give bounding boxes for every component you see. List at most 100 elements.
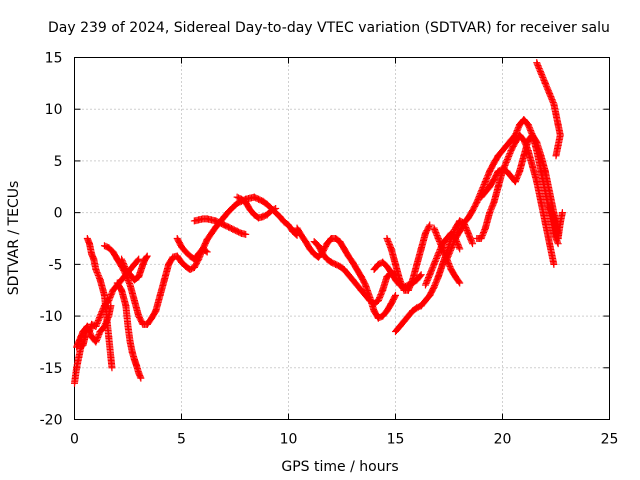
data-point <box>431 226 439 234</box>
data-point <box>455 278 463 286</box>
data-point <box>124 275 132 283</box>
data-point <box>443 254 451 262</box>
data-point <box>446 248 454 256</box>
data-point <box>537 69 545 77</box>
data-point <box>543 84 551 92</box>
data-point <box>143 252 151 260</box>
data-point <box>514 125 522 133</box>
data-point <box>108 364 116 372</box>
data-point <box>94 318 102 326</box>
data-point <box>456 245 464 253</box>
data-point <box>92 338 100 346</box>
x-tick-label: 25 <box>601 432 619 448</box>
data-point <box>95 315 103 323</box>
data-point <box>125 278 133 286</box>
data-point <box>404 286 412 294</box>
data-point <box>465 231 473 239</box>
ticks <box>74 57 610 420</box>
data-point <box>480 182 488 190</box>
data-point <box>431 282 439 290</box>
data-point <box>94 333 102 341</box>
data-point <box>374 297 382 305</box>
data-point <box>445 251 453 259</box>
data-point <box>549 211 557 219</box>
data-point <box>427 268 435 276</box>
data-point <box>536 68 544 76</box>
data-point <box>108 289 116 297</box>
data-point <box>448 243 456 251</box>
data-point <box>456 279 464 287</box>
data-points <box>71 59 566 387</box>
data-point <box>445 261 453 269</box>
data-point <box>405 285 413 293</box>
data-point <box>480 227 488 235</box>
data-point <box>432 229 440 237</box>
y-tick-labels: -20 -15 -10 -5 0 5 10 15 <box>40 51 63 429</box>
data-point <box>473 197 481 205</box>
data-point <box>430 283 438 291</box>
data-point <box>435 236 443 244</box>
data-point <box>431 227 439 235</box>
data-series <box>233 193 280 222</box>
y-tick-label: -20 <box>40 413 63 429</box>
data-point <box>535 63 543 71</box>
data-point <box>86 328 94 336</box>
data-point <box>548 209 556 217</box>
x-tick-labels: 0 5 10 15 20 25 <box>70 432 618 448</box>
data-point <box>484 170 492 178</box>
data-point <box>376 294 384 302</box>
data-point <box>436 237 444 245</box>
data-point <box>120 261 128 269</box>
data-point <box>376 292 384 300</box>
x-tick-label: 0 <box>70 432 79 448</box>
data-point <box>385 239 393 247</box>
data-point <box>378 288 386 296</box>
data-point <box>481 178 489 186</box>
data-point <box>455 243 463 251</box>
data-series <box>293 224 399 322</box>
data-point <box>502 160 510 168</box>
data-point <box>118 255 126 263</box>
data-point <box>478 233 486 241</box>
data-point <box>93 267 101 275</box>
data-point <box>445 260 453 268</box>
data-point <box>435 249 443 257</box>
data-point <box>93 335 101 343</box>
data-point <box>407 280 415 288</box>
data-point <box>437 240 445 248</box>
data-series <box>173 235 211 263</box>
data-series <box>383 221 434 294</box>
data-point <box>432 230 440 238</box>
data-point <box>94 271 102 279</box>
data-point <box>487 204 495 212</box>
x-tick-label: 20 <box>494 432 512 448</box>
data-point <box>513 128 521 136</box>
data-point <box>94 270 102 278</box>
data-point <box>417 271 425 279</box>
data-point <box>383 235 391 242</box>
data-point <box>542 81 550 89</box>
data-point <box>426 221 434 229</box>
data-point <box>454 242 462 250</box>
data-point <box>83 322 91 330</box>
data-point <box>445 249 453 257</box>
data-series <box>113 279 145 382</box>
data-point <box>423 278 431 286</box>
data-point <box>429 263 437 271</box>
data-point <box>550 260 558 268</box>
data-point <box>446 263 454 271</box>
data-point <box>107 291 115 299</box>
data-point <box>431 280 439 288</box>
data-point <box>503 155 511 163</box>
data-point <box>433 253 441 261</box>
data-point <box>506 150 514 158</box>
data-point <box>533 60 541 68</box>
x-axis-label: GPS time / hours <box>281 459 398 475</box>
data-point <box>137 374 145 382</box>
data-point <box>513 175 521 183</box>
data-point <box>549 97 557 105</box>
data-point <box>85 327 93 335</box>
data-point <box>425 222 433 230</box>
data-point <box>106 294 114 302</box>
data-point <box>433 232 441 240</box>
